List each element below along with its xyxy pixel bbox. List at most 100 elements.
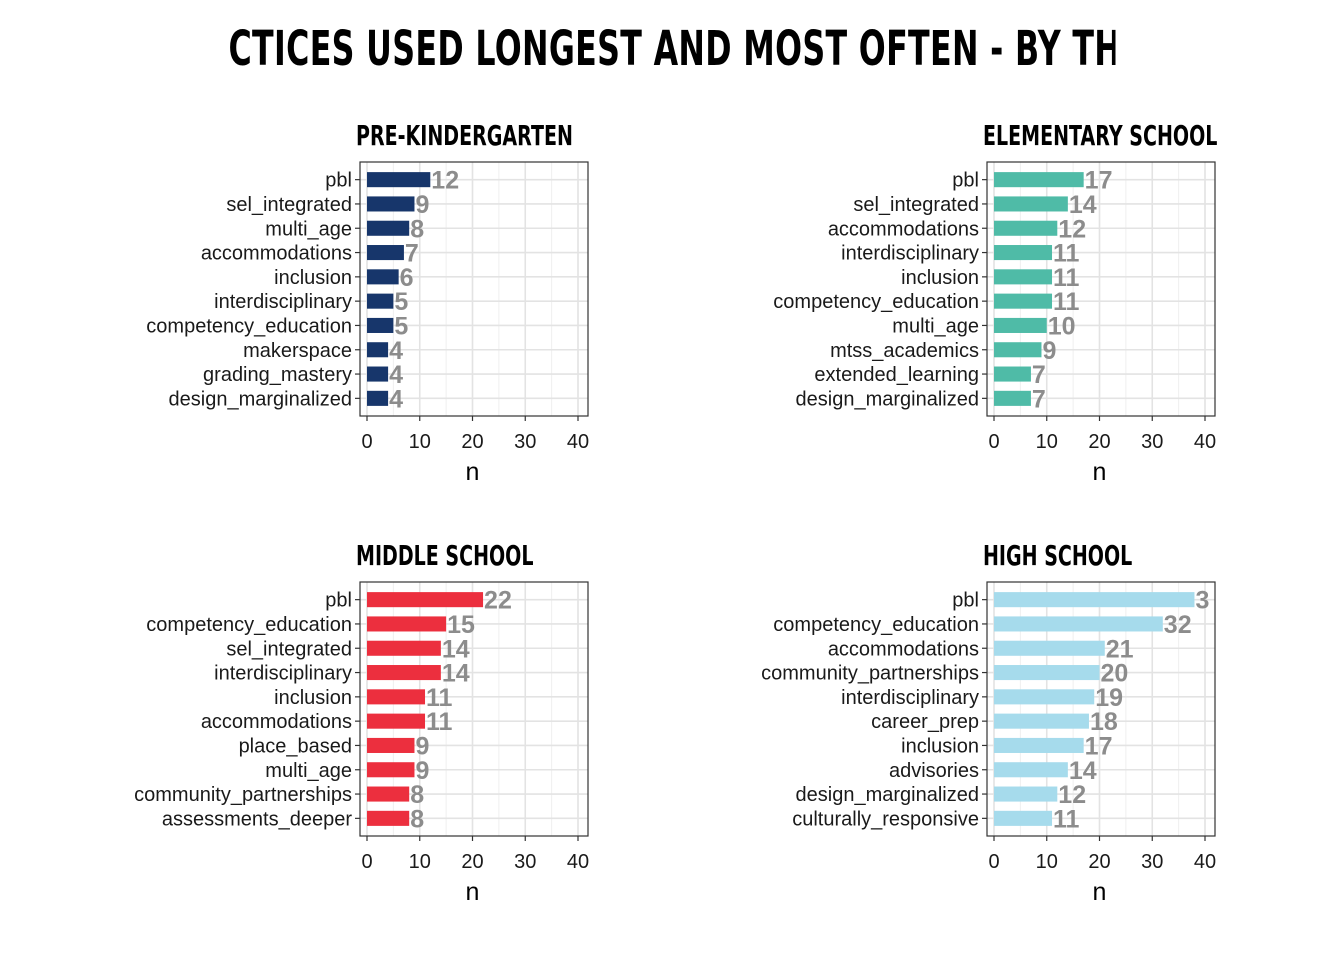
x-tick-label: 10 — [409, 851, 431, 873]
y-tick-label: pbl — [325, 590, 352, 612]
y-tick-label: sel_integrated — [226, 194, 352, 216]
chart-panel-4: 3322120191817141211pblcompetency_educati… — [761, 539, 1216, 906]
data-label: 14 — [1069, 191, 1097, 219]
data-label: 11 — [1053, 240, 1080, 268]
y-tick-label: multi_age — [892, 315, 979, 337]
x-tick-label: 30 — [514, 431, 536, 453]
x-axis-title: n — [466, 458, 480, 486]
y-tick-label: competency_education — [773, 614, 979, 636]
panel-title: HIGH SCHOOL — [983, 539, 1132, 572]
data-label: 9 — [415, 191, 429, 219]
data-label: 9 — [415, 732, 429, 760]
bar — [994, 317, 1047, 333]
y-tick-label: inclusion — [901, 735, 979, 757]
data-label: 3 — [1195, 587, 1209, 615]
bar — [994, 786, 1058, 802]
y-tick-label: competency_education — [146, 315, 352, 337]
bar — [367, 786, 410, 802]
bar — [367, 245, 404, 261]
y-tick-label: career_prep — [871, 711, 979, 733]
x-axis-title: n — [466, 878, 480, 906]
bar — [367, 366, 389, 382]
y-tick-label: grading_mastery — [203, 364, 352, 386]
y-tick-label: extended_learning — [814, 364, 979, 386]
x-tick-label: 10 — [409, 431, 431, 453]
x-axis-title: n — [1093, 458, 1107, 486]
y-tick-label: sel_integrated — [226, 638, 352, 660]
bar — [994, 342, 1042, 358]
data-label: 8 — [410, 215, 424, 243]
bar — [367, 665, 441, 681]
y-tick-label: competency_education — [146, 614, 352, 636]
y-tick-label: competency_education — [773, 291, 979, 313]
x-tick-label: 20 — [1088, 431, 1110, 453]
chart-panel-3: 2215141411119988pblcompetency_educations… — [134, 539, 589, 906]
bar — [367, 640, 441, 656]
x-tick-label: 40 — [1194, 851, 1216, 873]
bar — [367, 293, 394, 309]
x-tick-label: 10 — [1036, 431, 1058, 453]
bar — [994, 762, 1068, 778]
bar — [367, 317, 394, 333]
data-label: 10 — [1048, 312, 1076, 340]
y-tick-label: accommodations — [828, 218, 979, 240]
y-tick-label: inclusion — [274, 687, 352, 709]
panel-border — [986, 581, 1216, 837]
data-label: 7 — [405, 240, 419, 268]
bar — [994, 366, 1031, 382]
y-tick-label: accommodations — [201, 243, 352, 265]
bar — [994, 390, 1031, 406]
data-label: 4 — [389, 337, 403, 365]
y-tick-label: interdisciplinary — [841, 687, 979, 709]
y-tick-label: interdisciplinary — [214, 663, 352, 685]
y-tick-label: advisories — [889, 760, 979, 782]
bar — [367, 196, 415, 212]
y-tick-label: design_marginalized — [796, 784, 979, 806]
bar — [994, 293, 1053, 309]
y-tick-label: culturally_responsive — [792, 808, 979, 830]
data-label: 7 — [1032, 385, 1046, 413]
chart-panel-2: 17141211111110977pblsel_integratedaccomm… — [773, 119, 1217, 486]
y-tick-label: design_marginalized — [796, 388, 979, 410]
data-label: 22 — [484, 587, 512, 615]
bar — [994, 616, 1163, 632]
y-tick-label: accommodations — [201, 711, 352, 733]
bar — [367, 737, 415, 753]
y-tick-label: accommodations — [828, 638, 979, 660]
data-label: 11 — [1053, 264, 1080, 292]
data-label: 20 — [1101, 660, 1129, 688]
bar — [994, 172, 1084, 188]
data-label: 9 — [1042, 337, 1056, 365]
data-label: 32 — [1164, 611, 1192, 639]
data-label: 14 — [442, 660, 470, 688]
y-tick-label: mtss_academics — [830, 340, 979, 362]
x-tick-label: 20 — [1088, 851, 1110, 873]
data-label: 5 — [394, 312, 408, 340]
data-label: 8 — [410, 781, 424, 809]
y-tick-label: inclusion — [901, 267, 979, 289]
bar — [367, 172, 431, 188]
y-tick-label: interdisciplinary — [214, 291, 352, 313]
bar — [994, 737, 1084, 753]
x-tick-label: 20 — [461, 431, 483, 453]
x-tick-label: 0 — [361, 851, 372, 873]
data-label: 12 — [1058, 215, 1086, 243]
bar — [367, 689, 426, 705]
x-tick-label: 0 — [361, 431, 372, 453]
data-label: 15 — [447, 611, 475, 639]
x-tick-label: 0 — [988, 851, 999, 873]
panel-border — [986, 161, 1216, 417]
bar — [994, 196, 1068, 212]
data-label: 11 — [1053, 288, 1080, 316]
y-tick-label: pbl — [952, 170, 979, 192]
bar — [367, 616, 447, 632]
y-tick-label: assessments_deeper — [162, 808, 352, 830]
bar — [994, 269, 1053, 285]
panel-border — [359, 161, 589, 417]
x-axis-title: n — [1093, 878, 1107, 906]
data-label: 17 — [1085, 167, 1113, 195]
data-label: 19 — [1095, 684, 1123, 712]
y-tick-label: place_based — [239, 735, 352, 757]
panel-border — [359, 581, 589, 837]
